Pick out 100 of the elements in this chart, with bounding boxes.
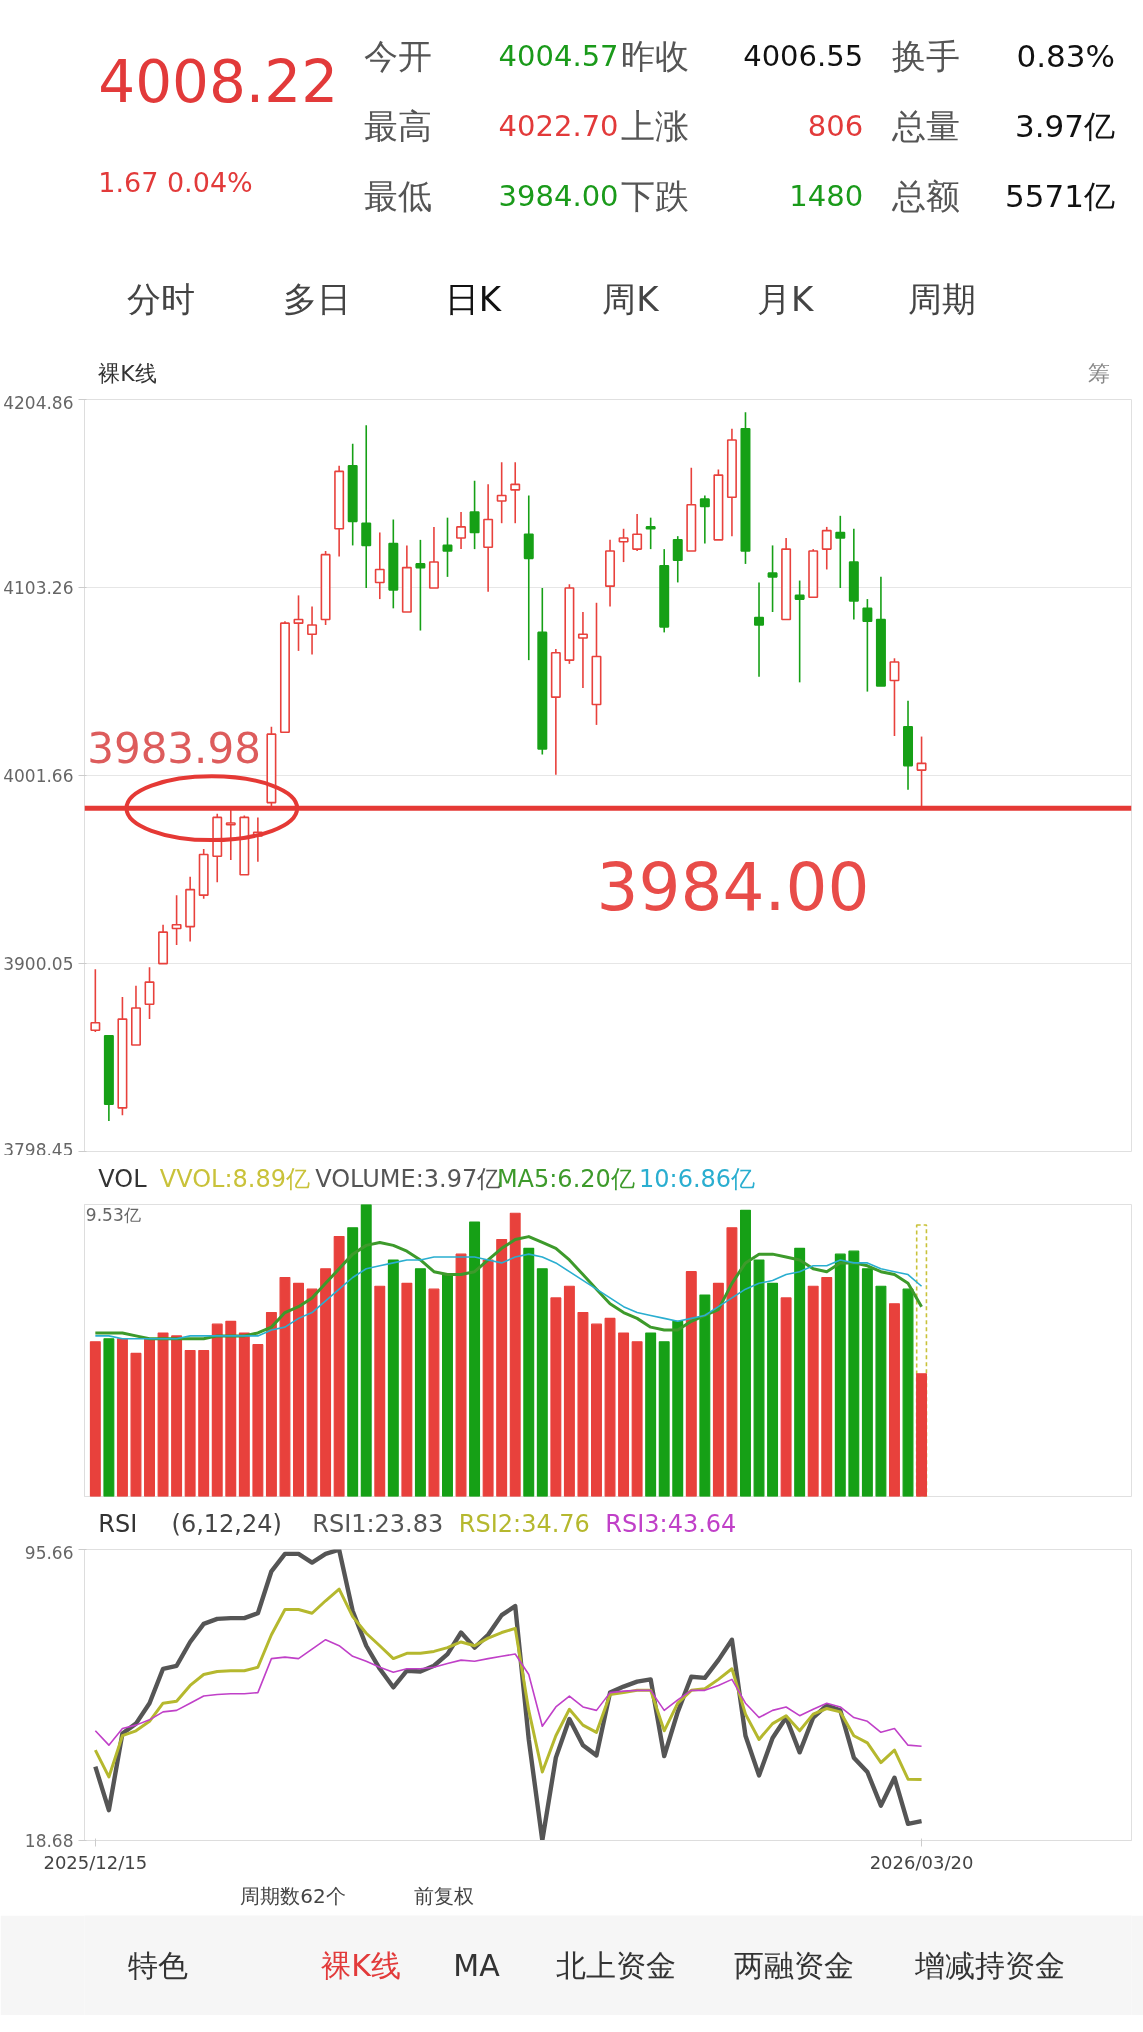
- text: 总额: [891, 175, 961, 216]
- text: 5571亿: [1005, 177, 1116, 214]
- bar: [902, 1288, 914, 1497]
- text: 今开: [363, 35, 432, 76]
- bar: [279, 1276, 291, 1497]
- text: VOL: [98, 1164, 148, 1193]
- bar: [89, 1341, 101, 1497]
- bar: [658, 1341, 670, 1497]
- candlestick: [374, 531, 385, 600]
- text: 前复权: [414, 1883, 475, 1908]
- text: 0.83%: [1016, 37, 1116, 74]
- candlestick: [496, 461, 507, 525]
- bar: [523, 1247, 535, 1497]
- bar: [550, 1297, 562, 1497]
- text: VVOL:8.89亿: [159, 1164, 310, 1193]
- bar: [496, 1238, 508, 1497]
- text: 周K: [602, 278, 661, 319]
- text: RSI: [98, 1509, 138, 1538]
- text: 周期数62个: [240, 1883, 346, 1908]
- bar: [563, 1285, 575, 1497]
- candlestick: [415, 539, 426, 632]
- bar: [265, 1311, 277, 1497]
- candlestick: [862, 598, 873, 693]
- text: 上涨: [621, 105, 690, 146]
- candlestick: [171, 894, 182, 946]
- text: 3984.00: [498, 179, 619, 213]
- text: 北上资金: [555, 1948, 676, 1983]
- bar: [333, 1236, 345, 1497]
- text: 换手: [892, 35, 961, 76]
- bar: [293, 1282, 304, 1497]
- bar: [184, 1349, 196, 1497]
- text: 4004.57: [498, 39, 619, 73]
- bar: [604, 1317, 616, 1497]
- text: 裸K线: [321, 1948, 401, 1983]
- candlestick: [672, 535, 683, 584]
- x-tick-label: 2026/03/20: [869, 1851, 974, 1873]
- text: 昨收: [621, 35, 690, 76]
- bar: [360, 1204, 372, 1497]
- text: MA: [453, 1948, 501, 1983]
- text: 日K: [444, 278, 503, 319]
- text: 月K: [757, 278, 816, 319]
- x-tick-label: 2025/12/15: [43, 1851, 148, 1873]
- text: 4008.22: [98, 48, 339, 116]
- bar: [699, 1294, 711, 1497]
- y-tick-label: 3798.45: [3, 1139, 74, 1160]
- bar: [672, 1320, 684, 1497]
- text: 最低: [363, 175, 432, 216]
- bar: [401, 1282, 413, 1497]
- bar: [821, 1276, 833, 1497]
- text: 4006.55: [743, 39, 864, 73]
- candlestick: [361, 424, 372, 589]
- bar: [591, 1323, 602, 1497]
- candlestick: [767, 544, 778, 613]
- line-series: [93, 1549, 924, 1841]
- annotation: 9.53亿: [85, 1204, 141, 1225]
- text: (6,12,24): [171, 1509, 282, 1538]
- bar: [631, 1341, 643, 1497]
- bar: [171, 1335, 183, 1497]
- text: 10:6.86亿: [639, 1164, 756, 1193]
- candlestick: [889, 657, 900, 737]
- text: 增减持资金: [914, 1948, 1066, 1983]
- bar: [157, 1332, 169, 1497]
- bar: [740, 1209, 751, 1497]
- text: 1480: [789, 179, 864, 213]
- text: 下跌: [621, 175, 690, 216]
- bar: [618, 1332, 630, 1497]
- bar: [645, 1332, 657, 1497]
- candlestick: [293, 594, 304, 652]
- candlestick: [456, 511, 467, 550]
- bar: [536, 1268, 548, 1497]
- text: 筹: [1087, 361, 1110, 386]
- candlestick: [577, 611, 588, 689]
- candlestick: [645, 516, 656, 550]
- candlestick: [90, 968, 101, 1033]
- bar: [780, 1297, 792, 1497]
- text: 最高: [363, 105, 432, 146]
- bar: [834, 1253, 846, 1497]
- bar: [469, 1221, 481, 1497]
- bar: [861, 1268, 873, 1497]
- bar: [211, 1323, 223, 1497]
- bar: [767, 1282, 779, 1497]
- text: RSI2:34.76: [458, 1509, 590, 1538]
- bar: [753, 1259, 765, 1497]
- line-series: [93, 1587, 924, 1782]
- bar: [442, 1273, 453, 1497]
- candlestick: [469, 479, 480, 550]
- candlestick: [144, 966, 155, 1020]
- candlestick: [618, 527, 629, 563]
- bar: [455, 1253, 467, 1497]
- series-label: RSI1:23.83: [312, 1509, 444, 1538]
- y-tick-label: 4103.26: [3, 578, 74, 598]
- bar: [252, 1344, 264, 1497]
- bar: [116, 1338, 128, 1497]
- candlestick: [699, 494, 710, 545]
- bar: [414, 1268, 426, 1497]
- bar: [103, 1338, 115, 1497]
- text: 周期: [907, 278, 976, 319]
- candlestick: [442, 516, 453, 578]
- y-tick-label: 95.66: [24, 1542, 74, 1563]
- bar: [144, 1338, 155, 1497]
